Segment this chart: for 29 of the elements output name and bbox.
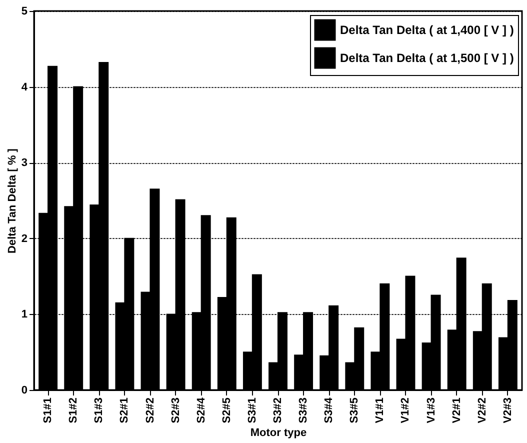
y-tick-label: 3 xyxy=(21,157,28,170)
x-tick-label: S2#5 xyxy=(220,398,233,424)
x-tick-label: V2#1 xyxy=(450,398,463,424)
x-tick-label: S1#3 xyxy=(93,398,106,424)
legend-label: Delta Tan Delta ( at 1,500 [ V ] ) xyxy=(340,51,514,65)
x-tick-label: S3#3 xyxy=(298,398,310,424)
x-tick-label: S2#2 xyxy=(144,398,156,424)
x-tick-label: S2#4 xyxy=(195,396,208,424)
x-tick-label: S1#2 xyxy=(68,398,80,424)
x-tick-label: S3#4 xyxy=(323,396,336,424)
x-tick-label: S1#1 xyxy=(42,398,54,424)
legend-label: Delta Tan Delta ( at 1,400 [ V ] ) xyxy=(340,23,514,37)
x-tick-label: S3#2 xyxy=(272,398,284,424)
x-tick-label: S3#5 xyxy=(348,398,361,424)
y-tick-label: 0 xyxy=(21,384,28,396)
x-tick-label: S2#1 xyxy=(118,398,131,424)
y-tick-label: 2 xyxy=(21,232,28,245)
x-tick-label: S3#1 xyxy=(246,398,258,424)
x-tick-label: V2#2 xyxy=(476,398,488,424)
x-tick-label: V1#3 xyxy=(425,398,438,424)
x-tick-label: V1#1 xyxy=(374,398,386,424)
y-axis-title: Delta Tan Delta [ % ] xyxy=(6,148,18,254)
x-tick-label: V1#2 xyxy=(400,398,412,424)
x-axis-title: Motor type xyxy=(250,427,307,440)
y-tick-label: 5 xyxy=(21,6,28,18)
y-tick-label: 4 xyxy=(21,81,28,94)
x-tick-label: V2#3 xyxy=(502,398,514,424)
x-tick-label: S2#3 xyxy=(170,398,182,424)
y-tick-label: 1 xyxy=(21,308,28,321)
